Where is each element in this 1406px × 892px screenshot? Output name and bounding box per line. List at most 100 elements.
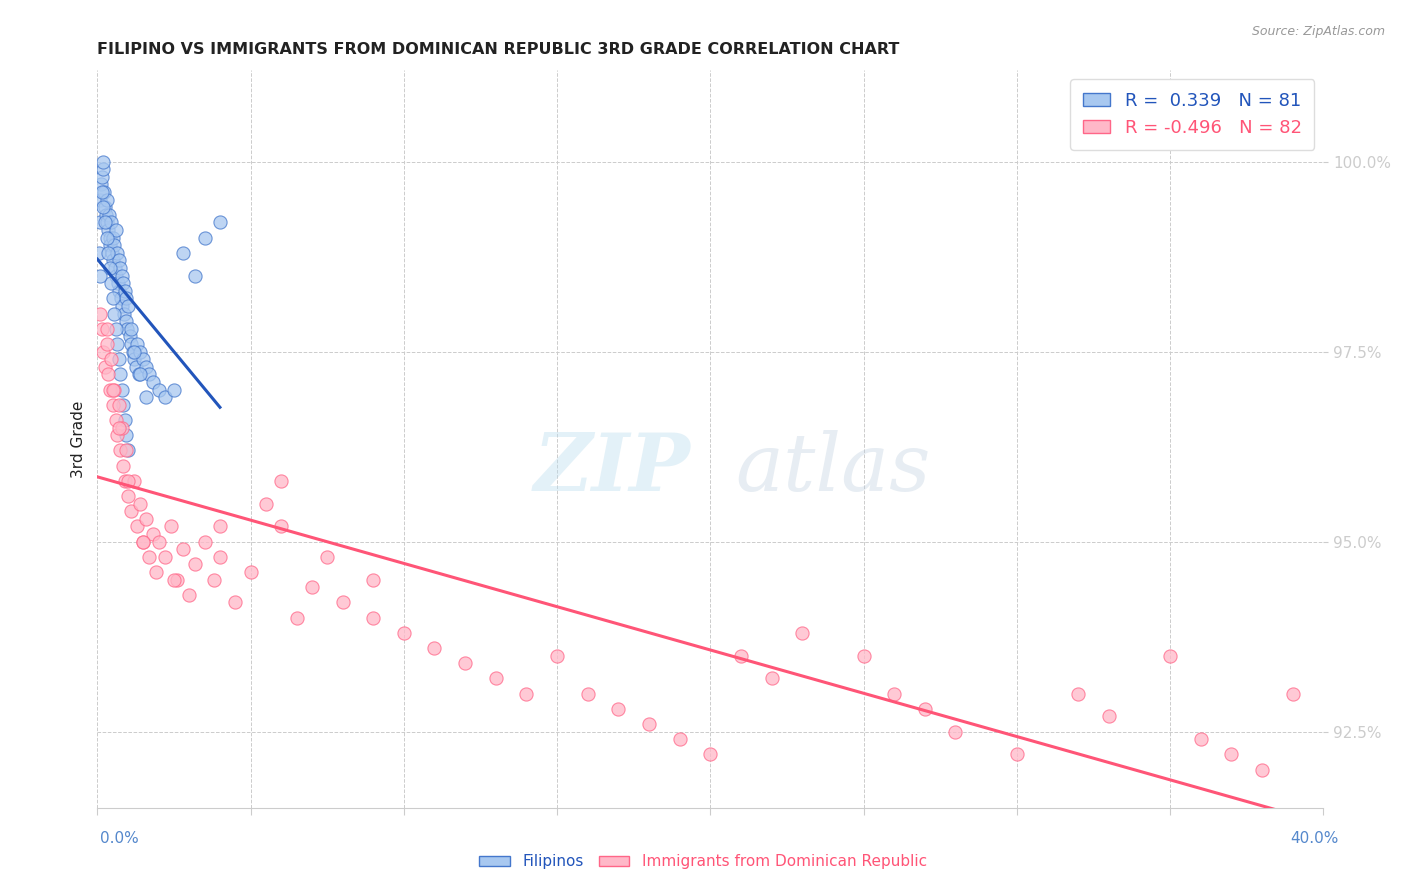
Point bbox=[129, 344, 152, 359]
Point bbox=[1067, 687, 1090, 701]
Point bbox=[699, 747, 721, 762]
Point bbox=[138, 549, 160, 564]
Point bbox=[111, 383, 134, 397]
Point bbox=[118, 329, 141, 343]
Point bbox=[107, 253, 129, 268]
Y-axis label: 3rd Grade: 3rd Grade bbox=[72, 401, 86, 478]
Point bbox=[194, 230, 217, 244]
Point bbox=[98, 208, 121, 222]
Point bbox=[105, 337, 128, 351]
Point bbox=[852, 648, 875, 663]
Point bbox=[107, 420, 129, 434]
Point bbox=[101, 230, 124, 244]
Point bbox=[87, 245, 110, 260]
Point bbox=[730, 648, 752, 663]
Point bbox=[101, 398, 124, 412]
Point bbox=[91, 322, 114, 336]
Point bbox=[117, 474, 139, 488]
Point bbox=[111, 268, 134, 283]
Point bbox=[115, 428, 138, 442]
Point bbox=[148, 534, 170, 549]
Point bbox=[208, 519, 231, 533]
Point bbox=[89, 268, 111, 283]
Point bbox=[392, 625, 415, 640]
Point bbox=[138, 368, 160, 382]
Point bbox=[153, 390, 176, 404]
Point bbox=[111, 299, 134, 313]
Point bbox=[135, 390, 157, 404]
Point bbox=[89, 193, 111, 207]
Point bbox=[98, 260, 121, 275]
Text: 0.0%: 0.0% bbox=[100, 831, 139, 846]
Text: 40.0%: 40.0% bbox=[1291, 831, 1339, 846]
Point bbox=[761, 672, 783, 686]
Point bbox=[127, 519, 149, 533]
Point bbox=[301, 580, 323, 594]
Point bbox=[127, 337, 149, 351]
Point bbox=[194, 534, 217, 549]
Point bbox=[141, 375, 163, 389]
Legend: R =  0.339   N = 81, R = -0.496   N = 82: R = 0.339 N = 81, R = -0.496 N = 82 bbox=[1070, 79, 1315, 150]
Point bbox=[117, 443, 139, 458]
Point bbox=[120, 504, 142, 518]
Point bbox=[120, 337, 142, 351]
Point bbox=[114, 413, 136, 427]
Point bbox=[96, 215, 118, 229]
Point bbox=[638, 717, 661, 731]
Point bbox=[122, 474, 145, 488]
Point bbox=[93, 154, 115, 169]
Point bbox=[135, 359, 157, 374]
Point bbox=[107, 277, 129, 291]
Point bbox=[93, 344, 115, 359]
Point bbox=[184, 558, 207, 572]
Point bbox=[515, 687, 537, 701]
Point bbox=[103, 238, 125, 252]
Point bbox=[576, 687, 599, 701]
Point bbox=[105, 428, 128, 442]
Point bbox=[91, 185, 114, 199]
Point bbox=[117, 322, 139, 336]
Point bbox=[110, 292, 132, 306]
Point bbox=[122, 352, 145, 367]
Point bbox=[914, 702, 936, 716]
Point bbox=[135, 512, 157, 526]
Point bbox=[485, 672, 508, 686]
Point bbox=[94, 208, 117, 222]
Point bbox=[91, 162, 114, 177]
Text: ZIP: ZIP bbox=[534, 430, 690, 508]
Point bbox=[1098, 709, 1121, 723]
Point bbox=[97, 245, 120, 260]
Point bbox=[100, 215, 122, 229]
Point bbox=[224, 595, 246, 609]
Point bbox=[160, 519, 183, 533]
Point bbox=[112, 307, 135, 321]
Point bbox=[93, 185, 115, 199]
Point bbox=[945, 724, 967, 739]
Point bbox=[132, 534, 155, 549]
Point bbox=[1189, 732, 1212, 747]
Text: FILIPINO VS IMMIGRANTS FROM DOMINICAN REPUBLIC 3RD GRADE CORRELATION CHART: FILIPINO VS IMMIGRANTS FROM DOMINICAN RE… bbox=[97, 42, 900, 57]
Point bbox=[153, 549, 176, 564]
Point bbox=[1220, 747, 1243, 762]
Point bbox=[1005, 747, 1028, 762]
Point bbox=[122, 344, 145, 359]
Text: Source: ZipAtlas.com: Source: ZipAtlas.com bbox=[1251, 25, 1385, 38]
Point bbox=[1251, 763, 1274, 777]
Point bbox=[104, 413, 127, 427]
Point bbox=[100, 352, 122, 367]
Point bbox=[115, 443, 138, 458]
Point bbox=[883, 687, 905, 701]
Point bbox=[115, 292, 138, 306]
Point bbox=[270, 474, 292, 488]
Point bbox=[361, 610, 384, 624]
Point bbox=[96, 337, 118, 351]
Point bbox=[97, 368, 120, 382]
Point bbox=[101, 292, 124, 306]
Point bbox=[104, 260, 127, 275]
Point bbox=[103, 253, 125, 268]
Point bbox=[163, 573, 186, 587]
Point bbox=[148, 383, 170, 397]
Point bbox=[112, 398, 135, 412]
Point bbox=[1159, 648, 1181, 663]
Point bbox=[105, 245, 128, 260]
